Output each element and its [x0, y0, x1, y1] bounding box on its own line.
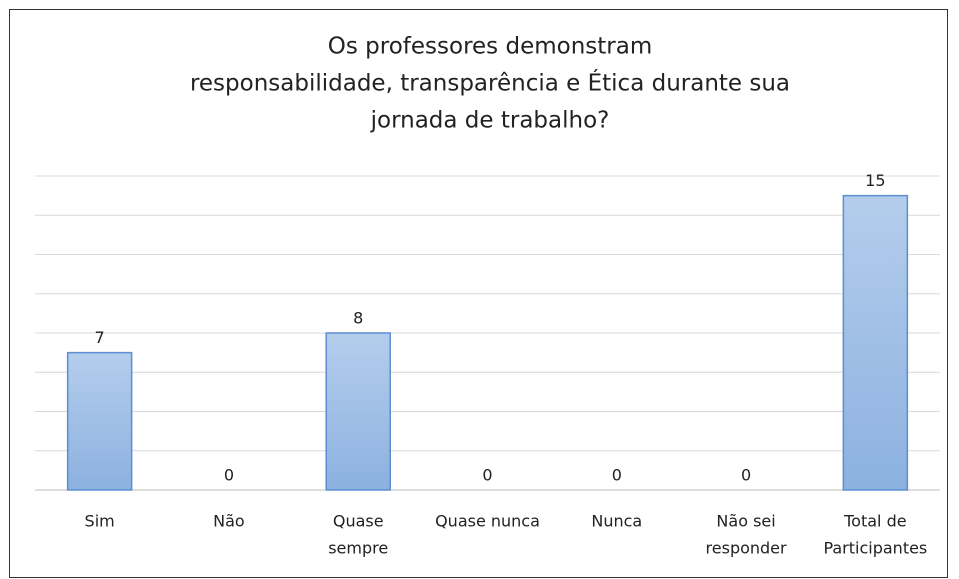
x-tick-label: Não sei: [716, 512, 775, 531]
bar: [325, 332, 391, 491]
x-tick-label: Quase: [333, 512, 384, 531]
x-tick-label: Nunca: [591, 512, 642, 531]
chart-title: Os professores demonstram: [328, 34, 652, 60]
bar: [842, 194, 909, 491]
x-tick-label: sempre: [328, 539, 388, 558]
x-tick-label: Quase nunca: [435, 512, 540, 531]
data-label: 0: [741, 466, 751, 485]
data-label: 0: [482, 466, 492, 485]
data-label: 15: [865, 171, 885, 190]
chart-title: jornada de trabalho?: [370, 108, 610, 134]
x-tick-label: Sim: [85, 512, 115, 531]
x-tick-label: Total de: [843, 512, 906, 531]
data-label: 7: [95, 328, 105, 347]
bar: [66, 351, 133, 491]
data-label: 0: [224, 466, 234, 485]
data-label: 0: [612, 466, 622, 485]
x-tick-label: Não: [213, 512, 245, 531]
x-tick-label: Participantes: [823, 539, 927, 558]
x-tick-label: responder: [706, 539, 787, 558]
chart-title: responsabilidade, transparência e Ética …: [190, 69, 790, 97]
data-label: 8: [353, 309, 363, 328]
